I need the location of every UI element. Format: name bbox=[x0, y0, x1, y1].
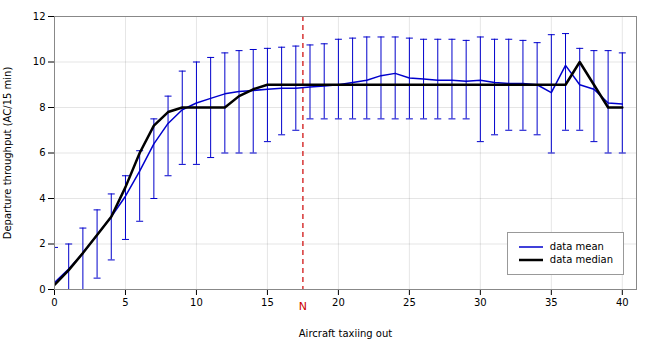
svg-text:2: 2 bbox=[39, 238, 45, 249]
svg-text:25: 25 bbox=[403, 297, 416, 308]
svg-text:Aircraft taxiing out: Aircraft taxiing out bbox=[299, 328, 393, 339]
svg-text:4: 4 bbox=[39, 193, 45, 204]
svg-text:0: 0 bbox=[39, 284, 45, 295]
svg-text:10: 10 bbox=[33, 56, 46, 67]
html-text:data median: data median bbox=[549, 254, 613, 265]
svg-text:8: 8 bbox=[39, 102, 45, 113]
svg-text:Departure throughput (AC/15 mi: Departure throughput (AC/15 min) bbox=[2, 67, 13, 240]
svg-text:0: 0 bbox=[51, 297, 57, 308]
svg-text:40: 40 bbox=[616, 297, 629, 308]
svg-text:15: 15 bbox=[261, 297, 274, 308]
svg-text:35: 35 bbox=[545, 297, 558, 308]
svg-text:N: N bbox=[299, 300, 307, 313]
svg-text:5: 5 bbox=[122, 297, 128, 308]
svg-text:20: 20 bbox=[332, 297, 345, 308]
svg-text:30: 30 bbox=[474, 297, 487, 308]
svg-text:10: 10 bbox=[190, 297, 203, 308]
html-text:data mean: data mean bbox=[549, 241, 604, 252]
svg-text:6: 6 bbox=[39, 147, 45, 158]
svg-text:12: 12 bbox=[33, 11, 46, 22]
